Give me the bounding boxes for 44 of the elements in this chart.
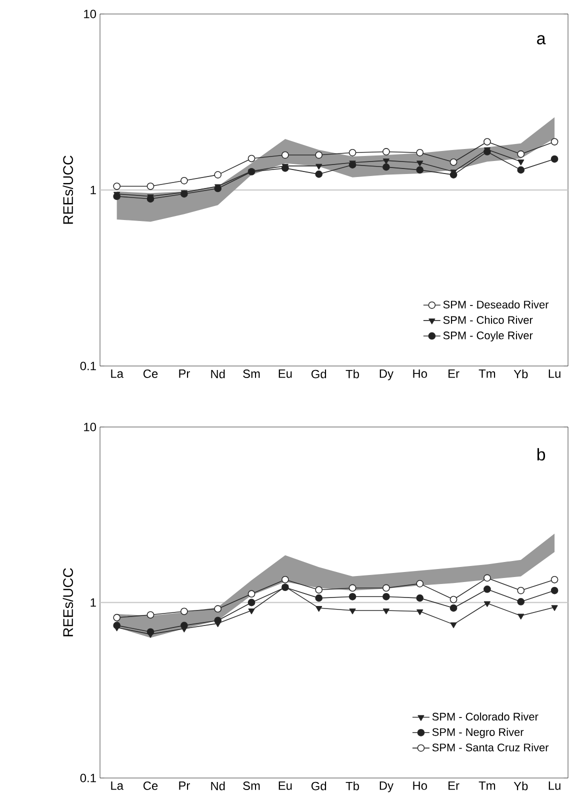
x-tick-label: Ho — [413, 782, 427, 790]
x-tick-label: Ce — [143, 370, 158, 378]
x-tick-label: Lu — [548, 782, 560, 790]
x-tick-label: Eu — [278, 370, 292, 378]
x-tick-label: Nd — [211, 782, 225, 790]
x-tick-label: Gd — [311, 782, 326, 790]
legend-label: SPM - Santa Cruz River — [432, 743, 549, 752]
y-tick-label: 0.1 — [80, 774, 96, 782]
x-tick-label: Ho — [413, 370, 427, 378]
x-tick-label: Ce — [143, 782, 158, 790]
x-tick-label: Pr — [179, 782, 190, 790]
legend-label: SPM - Colorado River — [432, 712, 538, 721]
x-tick-label: Pr — [179, 370, 190, 378]
x-tick-label: Tb — [346, 370, 359, 378]
y-tick-label: 0.1 — [80, 362, 96, 370]
annotation: a — [537, 35, 546, 44]
x-tick-label: Dy — [380, 370, 394, 380]
x-tick-label: La — [111, 782, 124, 790]
y-tick-label: 1 — [90, 598, 96, 607]
x-tick-label: Tm — [478, 370, 496, 378]
y-tick-label: 10 — [84, 422, 96, 432]
legend-label: SPM - Negro River — [432, 728, 524, 738]
annotation: b — [537, 448, 546, 461]
x-tick-label: Dy — [380, 782, 394, 792]
x-tick-label: Tb — [346, 782, 359, 790]
x-tick-label: Yb — [514, 370, 528, 378]
y-axis-title: REEs/UCC — [62, 568, 74, 636]
legend-label: SPM - Coyle River — [443, 331, 533, 342]
x-tick-label: Sm — [243, 782, 260, 790]
x-tick-label: Lu — [548, 370, 560, 378]
legend-label: SPM - Chico River — [443, 316, 533, 324]
x-tick-label: Sm — [243, 370, 260, 378]
y-axis-title: REEs/UCC — [62, 156, 74, 224]
y-tick-label: 1 — [90, 186, 96, 194]
x-tick-label: Gd — [311, 370, 326, 378]
legend-label: SPM - Deseado River — [443, 300, 549, 308]
x-tick-label: Er — [448, 782, 460, 790]
x-tick-label: Eu — [278, 782, 292, 790]
x-tick-label: Tm — [478, 782, 496, 790]
x-tick-label: Nd — [211, 370, 225, 378]
x-tick-label: La — [111, 370, 124, 378]
y-tick-label: 10 — [84, 10, 96, 18]
x-tick-label: Er — [448, 370, 460, 378]
x-tick-label: Yb — [514, 782, 528, 790]
